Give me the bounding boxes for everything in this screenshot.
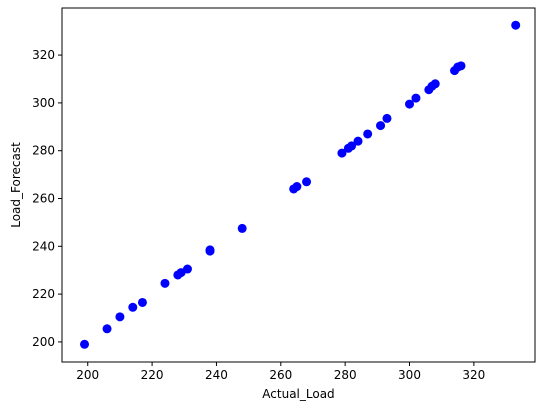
- y-tick-label: 200: [32, 335, 55, 349]
- point: [456, 61, 466, 71]
- point: [292, 182, 302, 192]
- point: [411, 93, 421, 103]
- x-tick-label: 220: [141, 368, 164, 382]
- point: [102, 324, 112, 334]
- x-tick-label: 300: [398, 368, 421, 382]
- x-tick-label: 260: [269, 368, 292, 382]
- x-tick-label: 240: [205, 368, 228, 382]
- y-tick-label: 240: [32, 239, 55, 253]
- point: [237, 223, 247, 233]
- y-axis-label: Load_Forecast: [9, 142, 23, 228]
- y-tick-label: 280: [32, 144, 55, 158]
- point: [160, 278, 170, 288]
- point: [205, 245, 215, 255]
- point: [405, 99, 415, 109]
- point: [182, 264, 192, 274]
- x-tick-label: 320: [462, 368, 485, 382]
- plot-frame: [61, 7, 536, 363]
- point: [353, 136, 363, 146]
- point: [382, 113, 392, 123]
- x-tick-label: 280: [334, 368, 357, 382]
- y-tick-label: 300: [32, 96, 55, 110]
- point: [347, 141, 357, 151]
- x-tick-label: 200: [76, 368, 99, 382]
- point: [511, 20, 521, 30]
- y-tick-label: 220: [32, 287, 55, 301]
- point: [363, 129, 373, 139]
- point: [337, 148, 347, 158]
- point: [137, 297, 147, 307]
- point: [80, 339, 90, 349]
- point: [115, 312, 125, 322]
- y-tick-label: 260: [32, 192, 55, 206]
- point: [376, 121, 386, 131]
- y-tick-label: 320: [32, 48, 55, 62]
- point: [430, 79, 440, 89]
- point: [128, 302, 138, 312]
- x-axis-label: Actual_Load: [262, 387, 334, 401]
- point: [302, 177, 312, 187]
